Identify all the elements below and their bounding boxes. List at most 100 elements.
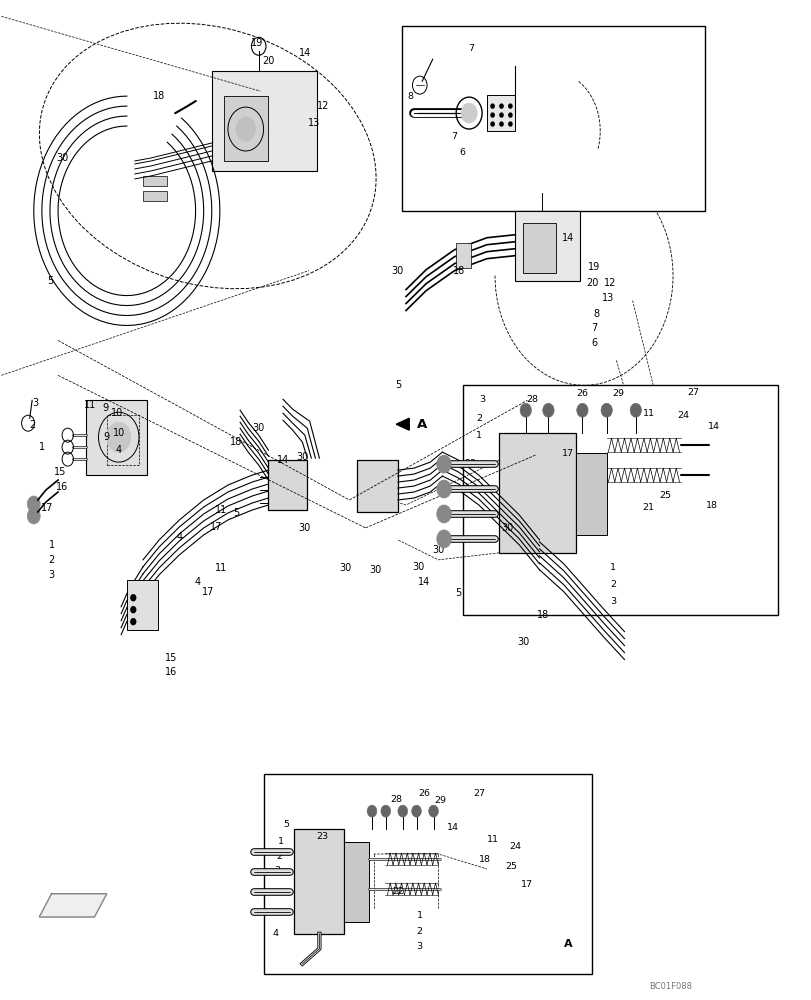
Circle shape	[367, 805, 376, 817]
Bar	[575, 453, 606, 535]
Text: 19: 19	[251, 38, 263, 48]
Text: BC01F088: BC01F088	[648, 982, 691, 991]
Circle shape	[131, 595, 135, 601]
Text: 5: 5	[233, 508, 239, 518]
Text: 5: 5	[455, 588, 461, 598]
Text: 1: 1	[609, 563, 616, 572]
Circle shape	[428, 805, 438, 817]
Text: 16: 16	[56, 482, 68, 492]
Bar	[143, 176, 167, 186]
Text: 23: 23	[316, 832, 328, 841]
Circle shape	[542, 403, 553, 417]
Text: 24: 24	[676, 411, 689, 420]
Text: 18: 18	[478, 854, 491, 863]
Bar	[515, 211, 579, 281]
Text: 7: 7	[467, 44, 473, 53]
Circle shape	[131, 607, 135, 613]
Text: 30: 30	[369, 565, 381, 575]
Text: 20: 20	[262, 56, 274, 66]
Text: 30: 30	[500, 523, 513, 533]
Text: 22: 22	[392, 887, 403, 896]
Circle shape	[508, 104, 512, 108]
Text: 7: 7	[590, 323, 597, 333]
Circle shape	[380, 805, 390, 817]
Text: 2: 2	[276, 852, 281, 861]
Text: 18: 18	[230, 437, 242, 447]
Text: 11: 11	[84, 400, 97, 410]
Bar	[127, 580, 157, 630]
Text: 11: 11	[215, 563, 227, 573]
Text: 9: 9	[102, 403, 108, 413]
Text: 18: 18	[452, 266, 464, 276]
Text: 1: 1	[475, 431, 481, 440]
Text: 4: 4	[194, 577, 200, 587]
Text: 8: 8	[406, 92, 413, 101]
Text: 3: 3	[274, 866, 280, 875]
Circle shape	[397, 805, 407, 817]
Circle shape	[236, 117, 255, 141]
Circle shape	[436, 505, 451, 523]
Text: 18: 18	[537, 610, 549, 620]
Text: A: A	[417, 418, 427, 431]
Text: 12: 12	[317, 101, 329, 111]
Text: 21: 21	[642, 503, 654, 512]
Bar	[499, 433, 575, 553]
Text: 11: 11	[642, 409, 654, 418]
Text: 24: 24	[508, 842, 521, 851]
Text: 29: 29	[611, 389, 623, 398]
Text: 5: 5	[47, 276, 53, 286]
Text: 30: 30	[296, 452, 308, 462]
Text: 4: 4	[176, 532, 182, 542]
Bar	[268, 460, 307, 510]
Text: 9: 9	[103, 432, 109, 442]
Text: 2: 2	[609, 580, 616, 589]
Bar	[357, 460, 397, 512]
Bar	[344, 842, 368, 922]
Text: 17: 17	[209, 522, 221, 532]
Circle shape	[629, 403, 641, 417]
Circle shape	[491, 122, 494, 126]
Text: 1: 1	[49, 540, 54, 550]
Circle shape	[436, 455, 451, 473]
Text: 14: 14	[561, 233, 573, 243]
Text: 14: 14	[706, 422, 719, 431]
Text: 2: 2	[29, 420, 35, 430]
Text: 18: 18	[153, 91, 165, 101]
Text: 5: 5	[283, 820, 289, 829]
Text: 16: 16	[165, 667, 178, 677]
Text: 5: 5	[394, 380, 401, 390]
Text: 25: 25	[504, 862, 517, 871]
Polygon shape	[396, 418, 409, 430]
Text: 17: 17	[561, 449, 573, 458]
Text: 13: 13	[307, 118, 320, 128]
Text: 27: 27	[686, 388, 698, 397]
Circle shape	[520, 403, 530, 417]
Circle shape	[28, 508, 41, 524]
Text: 30: 30	[431, 545, 444, 555]
Text: 30: 30	[298, 523, 311, 533]
Text: 30: 30	[391, 266, 404, 276]
Circle shape	[600, 403, 611, 417]
Text: 26: 26	[418, 789, 429, 798]
Circle shape	[508, 113, 512, 117]
Bar	[212, 71, 316, 171]
Text: 11: 11	[487, 835, 499, 844]
Text: 1: 1	[416, 911, 423, 920]
Bar	[86, 400, 147, 475]
Text: 15: 15	[165, 653, 178, 663]
Text: 28: 28	[526, 395, 538, 404]
Circle shape	[28, 496, 41, 512]
Bar	[487, 95, 515, 131]
Circle shape	[436, 480, 451, 498]
Bar	[106, 415, 139, 465]
Text: 30: 30	[252, 423, 264, 433]
Text: 3: 3	[49, 570, 54, 580]
Circle shape	[500, 104, 503, 108]
Text: 30: 30	[411, 562, 423, 572]
Text: 14: 14	[298, 48, 311, 58]
Text: 3: 3	[478, 395, 484, 404]
Polygon shape	[40, 894, 106, 917]
Text: 6: 6	[459, 148, 465, 157]
Text: 13: 13	[602, 293, 614, 303]
Circle shape	[491, 113, 494, 117]
